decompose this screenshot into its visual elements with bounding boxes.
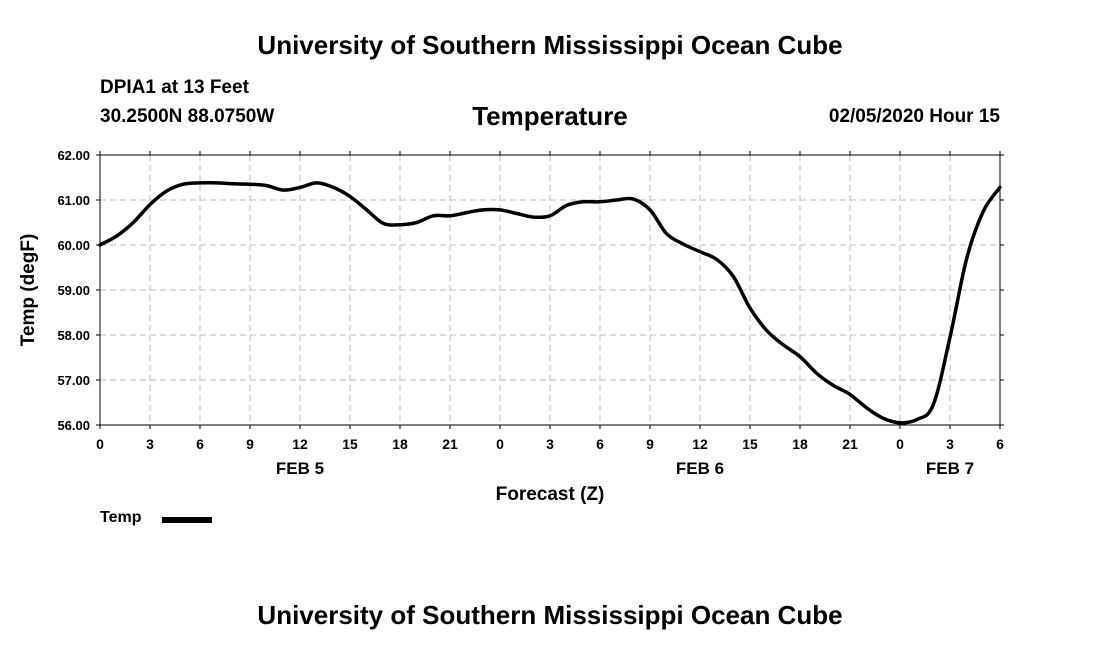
x-tick-label: 0 [496, 436, 504, 452]
x-tick-label: 21 [842, 436, 858, 452]
x-tick-label: 6 [196, 436, 204, 452]
y-tick-label: 57.00 [57, 373, 90, 388]
y-tick-label: 62.00 [57, 148, 90, 163]
x-tick-label: 0 [96, 436, 104, 452]
x-tick-label: 9 [646, 436, 654, 452]
x-tick-label: 6 [596, 436, 604, 452]
x-tick-label: 18 [792, 436, 808, 452]
x-tick-label: 12 [292, 436, 308, 452]
axis-labels: 0 3 6 9 12 15 18 21 0 3 6 9 12 15 18 21 0 3 6 56.00 57.00 58.… [57, 148, 1004, 478]
day-label: FEB 5 [276, 459, 324, 478]
x-tick-label: 3 [946, 436, 954, 452]
issue-time: 02/05/2020 Hour 15 [828, 106, 1000, 127]
x-tick-label: 15 [342, 436, 358, 452]
x-tick-label: 3 [146, 436, 154, 452]
x-tick-label: 21 [442, 436, 458, 452]
temp-series-line [98, 181, 1002, 425]
page-title: University of Southern Mississippi Ocean… [257, 30, 843, 60]
legend-swatch [162, 517, 212, 523]
station-coordinates: 30.2500N 88.0750W [100, 106, 275, 127]
footer-title: University of Southern Mississippi Ocean… [257, 600, 843, 630]
day-label: FEB 7 [926, 459, 974, 478]
legend-label: Temp [100, 509, 142, 526]
x-tick-label: 12 [692, 436, 708, 452]
station-name: DPIA1 at 13 Feet [100, 77, 249, 98]
y-tick-label: 60.00 [57, 238, 90, 253]
y-tick-label: 56.00 [57, 418, 90, 433]
chart-title: Temperature [472, 101, 628, 131]
y-tick-label: 58.00 [57, 328, 90, 343]
x-tick-label: 18 [392, 436, 408, 452]
axis-ticks [96, 151, 1004, 429]
x-tick-label: 15 [742, 436, 758, 452]
y-axis-title: Temp (degF) [18, 234, 39, 347]
x-tick-label: 0 [896, 436, 904, 452]
x-axis-title: Forecast (Z) [496, 484, 605, 505]
grid [100, 155, 1000, 425]
temperature-chart: 0 3 6 9 12 15 18 21 0 3 6 9 12 15 18 21 0 3 6 56.00 57.00 58.… [18, 148, 1004, 505]
x-tick-label: 9 [246, 436, 254, 452]
day-label: FEB 6 [676, 459, 724, 478]
y-tick-label: 61.00 [57, 193, 90, 208]
y-tick-label: 59.00 [57, 283, 90, 298]
x-tick-label: 6 [996, 436, 1004, 452]
x-tick-label: 3 [546, 436, 554, 452]
